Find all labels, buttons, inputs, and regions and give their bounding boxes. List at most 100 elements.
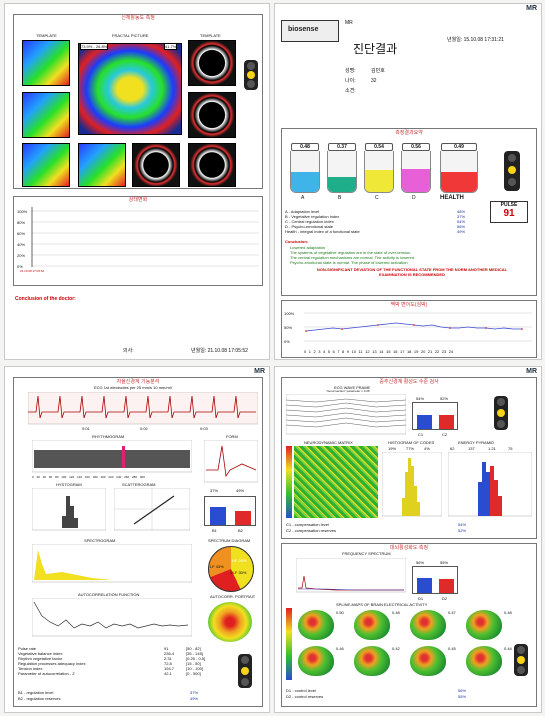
conclusion-item: Lowered adaptation <box>290 245 326 250</box>
doctor-conclusion: Conclusion of the doctor: <box>15 296 76 302</box>
section-title: 자율신경계 기능분석 <box>116 379 160 385</box>
c1-label: C1 <box>418 432 424 437</box>
param-value: 194.7 <box>164 666 175 671</box>
scatterogram-chart <box>114 488 190 531</box>
index-name: D - Psycho-emotional state <box>285 224 334 229</box>
report-date: 년월일: 15.10.08 17:31:21 <box>447 37 504 43</box>
patient-age: 32 <box>371 78 377 84</box>
section-title: 측정결과요약 <box>395 130 423 136</box>
rhythmogram-x: 0 20 40 60 80 100 120 140 160 180 200 22… <box>32 475 145 479</box>
ctrl-value: 55% <box>458 694 467 699</box>
ctrl-value: 56% <box>458 688 467 693</box>
brain-map <box>466 610 502 640</box>
traffic-light-icon <box>494 396 508 430</box>
fractal-picture <box>78 43 182 135</box>
cns-page: MR 중추신경계 활성도 수준 검사 ECG WAVE FRAME "Good … <box>274 366 542 713</box>
d1-pct: 56% <box>416 560 425 565</box>
codes-pct: 4% <box>424 446 430 451</box>
param-name: Rhythm vegetative factor <box>18 656 63 661</box>
report-date: 년월일: 21.10.08 17:05:52 <box>191 348 248 354</box>
comp-value: 52% <box>458 528 467 533</box>
brain-val: 0.47 <box>448 610 456 615</box>
glass-b: 0.37 <box>327 143 357 193</box>
index-value: 54% <box>457 219 466 224</box>
y-tick: 100% <box>17 209 28 214</box>
codes-histogram <box>382 452 442 517</box>
y-tick: 0% <box>284 339 290 344</box>
autoport-title: AUTOCORR. PORTRAIT <box>210 594 256 599</box>
fractal-section: 신체활동도 측정 TEMPLATE FRACTAL PICTURE TEMPLA… <box>13 14 263 189</box>
index-value: 37% <box>457 214 466 219</box>
hystogram-chart <box>32 488 106 531</box>
mr-logo: MR <box>254 368 265 375</box>
y-tick: 40% <box>17 242 26 247</box>
ctrl-name: D1 - control level <box>286 688 317 693</box>
brain-val: 0.50 <box>336 610 344 615</box>
glass-a: 0.48 <box>290 143 320 193</box>
y-tick: 60% <box>17 231 26 236</box>
section-title: 중추신경계 활성도 수준 검사 <box>379 379 439 385</box>
brain-title: SPLINE-MAPS OF BRAIN ELECTRICAL ACTIVITY <box>336 602 428 607</box>
codes-pct: 77% <box>406 446 415 451</box>
c-bars <box>412 402 458 430</box>
scatterogram-title: SCATTEROGRAM <box>122 482 156 487</box>
y-tick: 80% <box>17 220 26 225</box>
form-chart <box>204 440 258 483</box>
section-title: 대뇌활성화도 측정 <box>389 545 429 551</box>
y-tick: 0% <box>17 264 23 269</box>
mr-logo: MR <box>526 368 537 375</box>
ecg-tick: 0:02 <box>140 426 148 431</box>
template-image <box>78 143 126 187</box>
param-name: Pulse rate <box>18 646 37 651</box>
reg-name: B2 - regulation reserves <box>18 696 61 701</box>
comp-value: 54% <box>458 522 467 527</box>
y-tick: 20% <box>17 253 26 258</box>
section-title: 신체활동도 측정 <box>121 15 155 21</box>
cns-section: 중추신경계 활성도 수준 검사 ECG WAVE FRAME "Good sec… <box>281 377 537 539</box>
codes-pct: 19% <box>388 446 397 451</box>
param-range: [15 - 50] <box>186 661 201 666</box>
index-value: 49% <box>457 229 466 234</box>
brain-map <box>466 646 502 676</box>
mr-logo: MR <box>526 5 537 12</box>
energy-pyramid <box>448 452 532 517</box>
y-tick: 100% <box>284 311 295 316</box>
glass-label: B <box>338 195 342 201</box>
param-value: 91 <box>164 646 169 651</box>
freq-spectrum <box>296 558 406 593</box>
spectrum-pie <box>208 546 254 592</box>
energy-title: ENERGY PYRAMID <box>458 440 495 445</box>
name-label: 성명: <box>345 68 356 74</box>
traffic-light-icon <box>238 654 252 688</box>
pie-label: LF 43% <box>210 564 224 569</box>
matrix-scale <box>286 446 292 518</box>
conclusion-item: The central regulation mechanisms are no… <box>290 255 414 260</box>
reg-value: 37% <box>190 690 199 695</box>
energy-val: 62 <box>450 446 455 451</box>
energy-val: 75 <box>508 446 513 451</box>
pulse-box: PULSE 91 <box>490 201 528 223</box>
ecg-wave-note: "Good section" parameter = 0.26 <box>326 389 370 393</box>
param-name: Parameter of autocorrelation - Z <box>18 671 75 676</box>
section-title: 맥박 변이도(심박) <box>390 302 428 308</box>
brain-section: 대뇌활성화도 측정 FREQUENCY SPECTRUM 56% 55% D1 … <box>281 543 537 707</box>
ecg-label: ECG 1st electrodes per 25 mm/s 10 mm/mV <box>94 385 173 390</box>
param-name: Regulation processes adequacy index <box>18 661 86 666</box>
summary-page: MR biosense MR 진단결과 년월일: 15.10.08 17:31:… <box>274 3 542 360</box>
section-title: 상태변화 <box>128 197 148 203</box>
c2-label: C2 <box>442 432 448 437</box>
param-range: [0.25 - 0.5] <box>186 656 206 661</box>
ecg-trace <box>28 392 258 425</box>
d-bars <box>412 566 458 594</box>
energy-val: 137 <box>468 446 475 451</box>
autocorr-portrait <box>208 602 252 642</box>
conclusion-item: The systems of vegetative regulation are… <box>290 250 411 255</box>
results-section: 측정결과요약 0.48 0.37 0.54 0.56 0.49 A B C D … <box>281 128 537 296</box>
param-value: 236.4 <box>164 651 175 656</box>
traffic-light-icon <box>514 644 528 676</box>
brain-map <box>354 610 390 640</box>
warning-text: NON-SIGNIFICANT DEVIATION OF THE FUNCTIO… <box>316 267 508 277</box>
comp-name: C2 - compensation reserves <box>286 528 337 533</box>
pulse-line-chart <box>304 312 532 342</box>
opinion-label: 소견: <box>345 88 356 94</box>
